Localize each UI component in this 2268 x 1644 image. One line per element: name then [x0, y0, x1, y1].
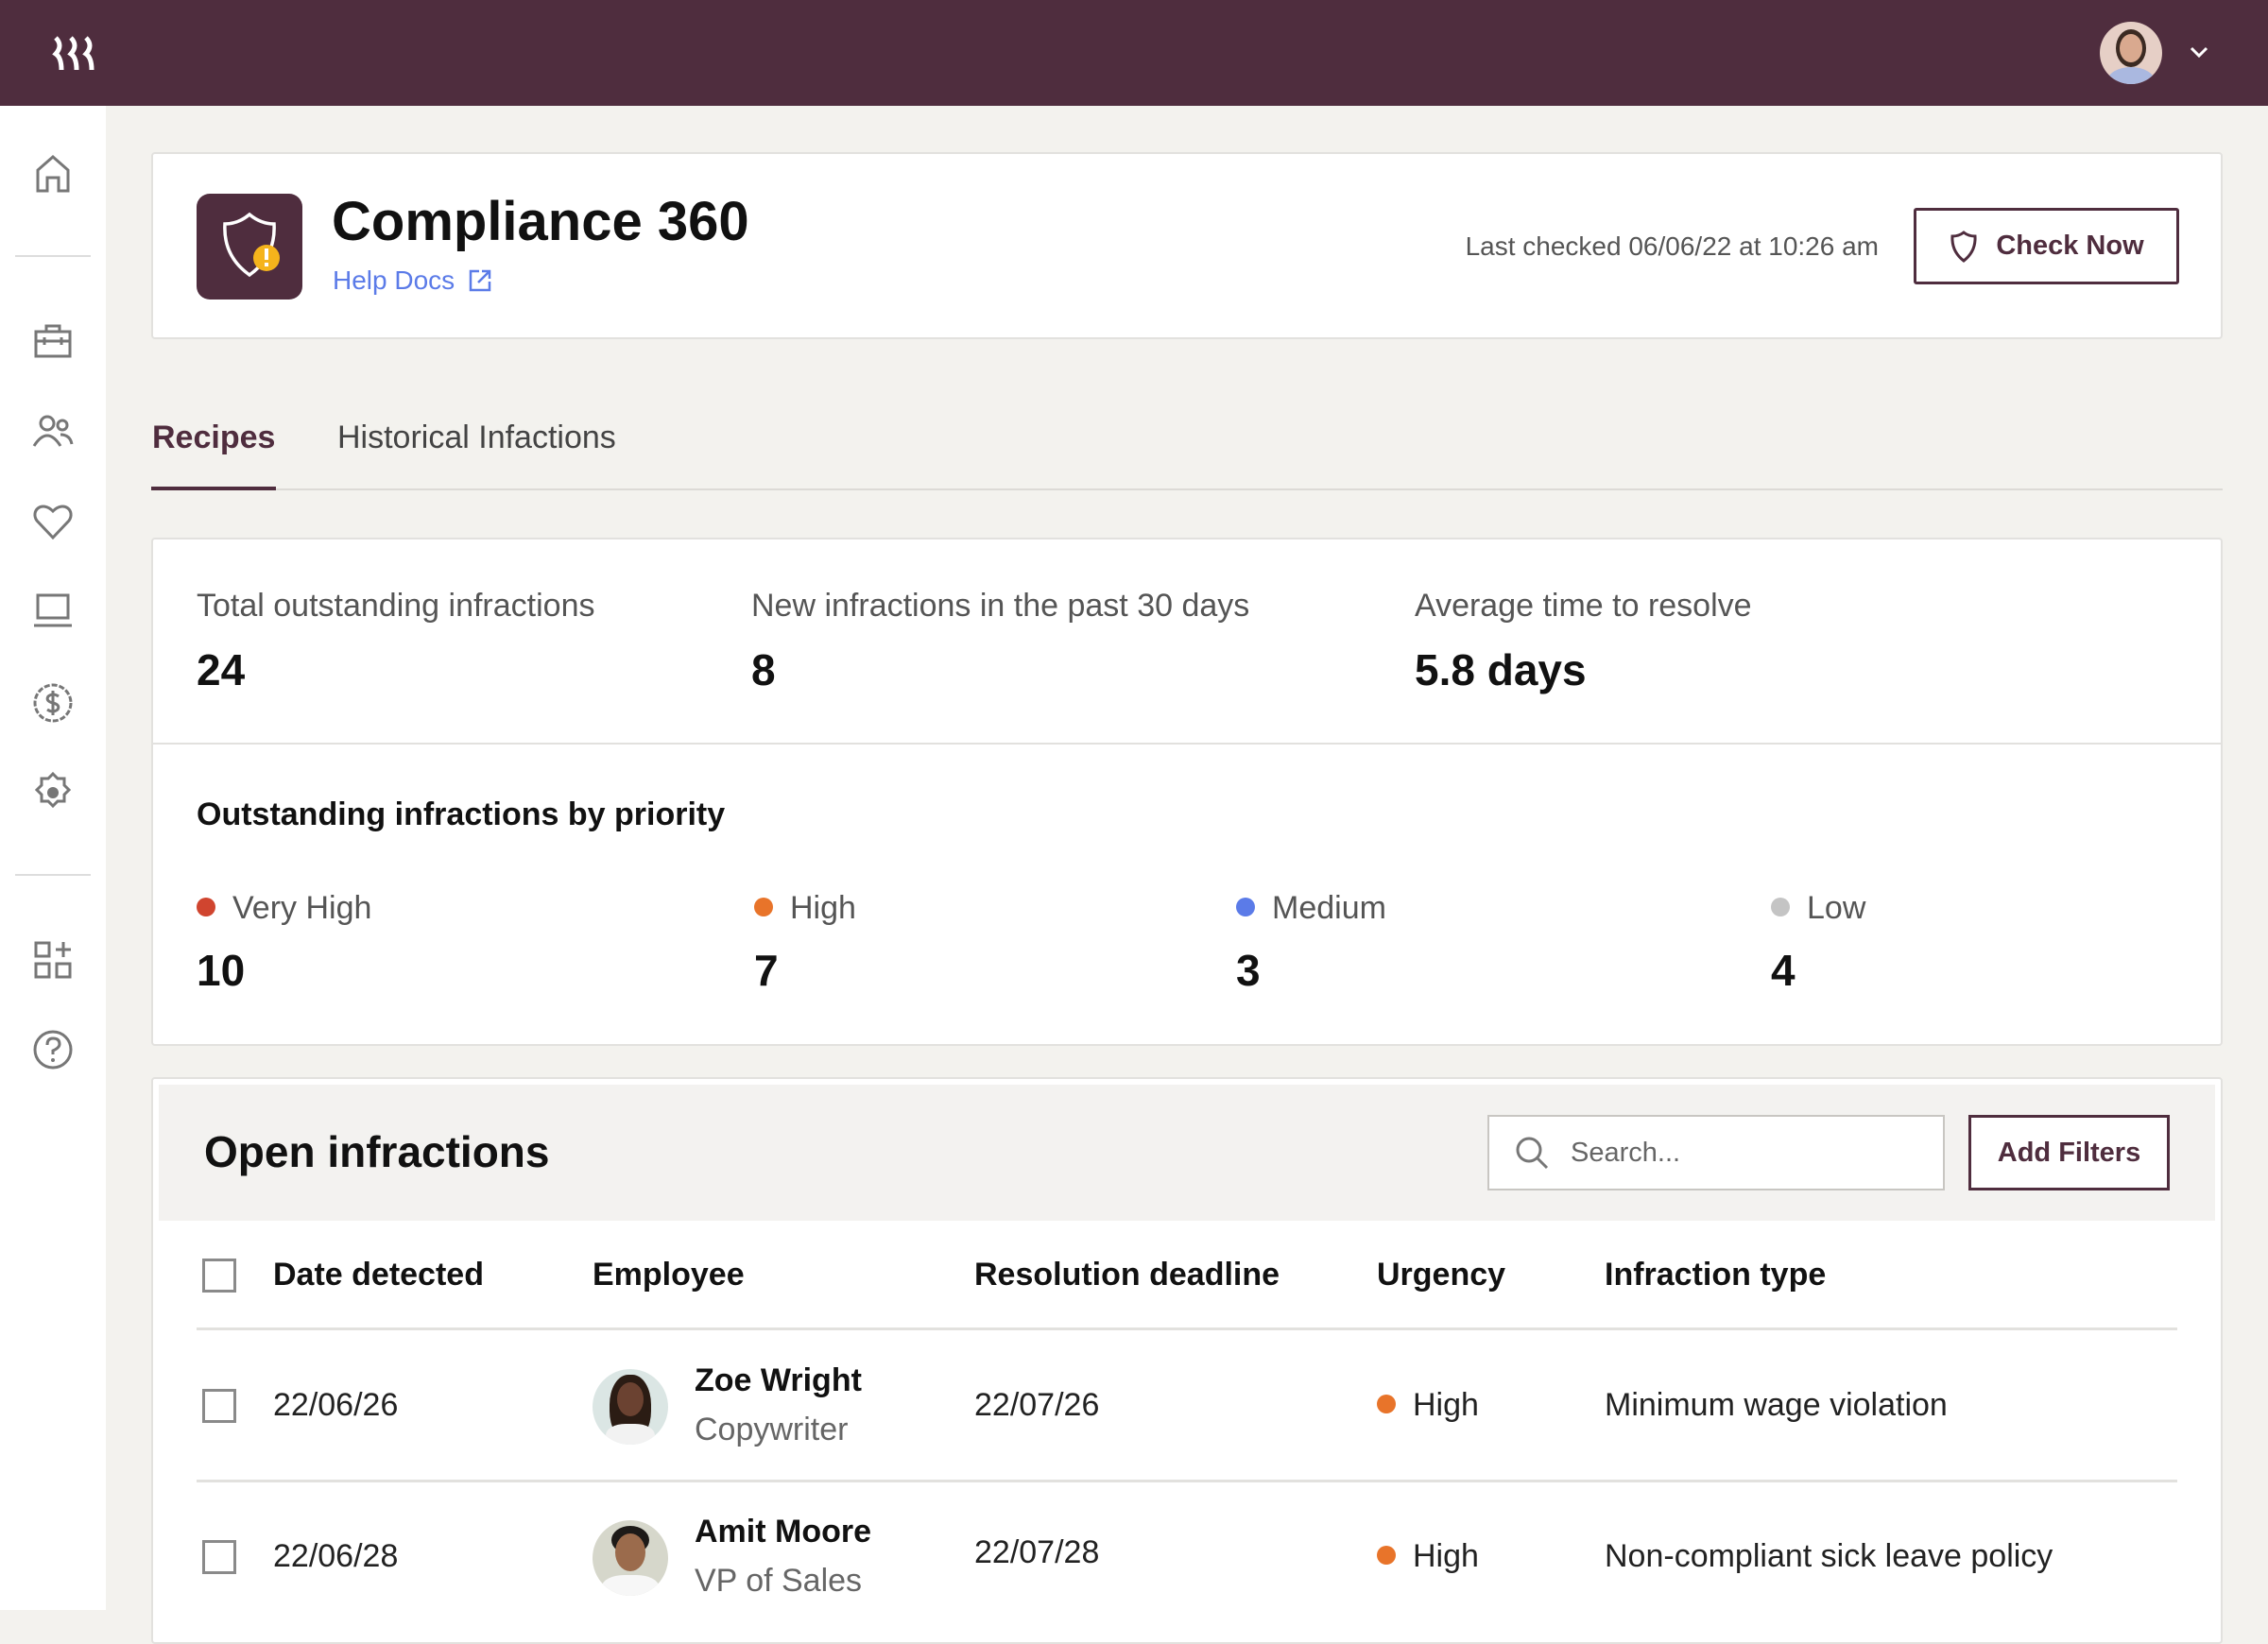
last-checked-text: Last checked 06/06/22 at 10:26 am: [1465, 231, 1879, 261]
priority-label: High: [754, 890, 856, 927]
stat-value: 24: [197, 645, 246, 694]
compliance-app-icon: [197, 194, 302, 300]
date-detected: 22/06/26: [273, 1387, 399, 1423]
tab-recipes[interactable]: Recipes: [152, 420, 276, 455]
help-docs-link[interactable]: Help Docs: [333, 265, 492, 296]
priority-label-text: Very High: [232, 890, 372, 926]
employee-name[interactable]: Zoe Wright: [695, 1362, 862, 1398]
urgency: High: [1377, 1538, 1479, 1575]
priority-dot: [1771, 898, 1790, 917]
heart-icon[interactable]: [30, 498, 76, 543]
employee-avatar: [593, 1520, 668, 1596]
page-title: Compliance 360: [332, 191, 749, 252]
tab-historical-infractions[interactable]: Historical Infactions: [337, 420, 616, 455]
urgency: High: [1377, 1387, 1479, 1424]
select-all-checkbox[interactable]: [202, 1259, 236, 1293]
urgency-dot: [1377, 1546, 1396, 1566]
active-tab-indicator: [151, 487, 276, 490]
table-title: Open infractions: [204, 1127, 550, 1176]
apps-add-icon[interactable]: [30, 937, 76, 983]
dollar-icon[interactable]: [30, 680, 76, 726]
employee-role: Copywriter: [695, 1412, 849, 1447]
row-divider: [197, 1327, 2177, 1330]
app-header-card: Compliance 360 Help Docs Last checked 06…: [151, 152, 2223, 339]
user-avatar[interactable]: [2100, 22, 2162, 84]
priority-dot: [197, 898, 215, 917]
column-header[interactable]: Date detected: [273, 1257, 484, 1293]
row-checkbox[interactable]: [202, 1540, 236, 1574]
urgency-label: High: [1413, 1387, 1479, 1423]
help-icon[interactable]: [30, 1027, 76, 1072]
rippling-logo[interactable]: [52, 36, 101, 72]
urgency-label: High: [1413, 1538, 1479, 1574]
priority-label-text: Medium: [1272, 890, 1386, 926]
shield-icon: [1950, 230, 1977, 263]
infraction-type: Non-compliant sick leave policy: [1605, 1538, 2053, 1574]
tabs-divider: [151, 488, 2223, 490]
check-now-label: Check Now: [1996, 231, 2144, 261]
resolution-deadline: 22/07/28: [974, 1534, 1100, 1570]
employee-role: VP of Sales: [695, 1563, 863, 1599]
stat-value: 5.8 days: [1415, 645, 1587, 694]
column-header[interactable]: Urgency: [1377, 1257, 1506, 1293]
home-icon[interactable]: [30, 151, 76, 197]
priority-dot: [1236, 898, 1255, 917]
stat-value: 8: [751, 645, 776, 694]
briefcase-icon[interactable]: [30, 318, 76, 364]
people-icon[interactable]: [30, 408, 76, 454]
search-placeholder: Search...: [1571, 1137, 1681, 1168]
stat-label: Average time to resolve: [1415, 588, 1752, 624]
row-checkbox[interactable]: [202, 1389, 236, 1423]
external-link-icon: [469, 269, 491, 292]
priority-label: Medium: [1236, 890, 1386, 927]
search-input[interactable]: Search...: [1487, 1115, 1945, 1190]
employee-name[interactable]: Amit Moore: [695, 1514, 871, 1550]
priority-value: 3: [1236, 946, 1261, 995]
column-header[interactable]: Employee: [593, 1257, 745, 1293]
stats-card: [151, 538, 2223, 1046]
urgency-dot: [1377, 1395, 1396, 1414]
sidebar-divider: [15, 874, 91, 876]
infraction-type: Minimum wage violation: [1605, 1387, 1948, 1423]
priority-value: 10: [197, 946, 246, 995]
row-divider: [197, 1480, 2177, 1482]
priority-title: Outstanding infractions by priority: [197, 796, 726, 832]
priority-value: 7: [754, 946, 779, 995]
column-header[interactable]: Infraction type: [1605, 1257, 1827, 1293]
laptop-icon[interactable]: [30, 588, 76, 633]
stat-label: New infractions in the past 30 days: [751, 588, 1250, 624]
check-now-button[interactable]: Check Now: [1914, 208, 2179, 284]
priority-dot: [754, 898, 773, 917]
top-bar: [0, 0, 2268, 106]
sidebar-divider: [15, 255, 91, 257]
priority-label: Very High: [197, 890, 371, 927]
employee-avatar: [593, 1369, 668, 1445]
stat-label: Total outstanding infractions: [197, 588, 595, 624]
resolution-deadline: 22/07/26: [974, 1387, 1100, 1423]
chevron-down-icon[interactable]: [2189, 44, 2209, 60]
priority-label: Low: [1771, 890, 1865, 927]
sidebar: [0, 106, 106, 1610]
column-header[interactable]: Resolution deadline: [974, 1257, 1280, 1293]
date-detected: 22/06/28: [273, 1538, 399, 1574]
help-docs-label: Help Docs: [333, 265, 455, 295]
add-filters-button[interactable]: Add Filters: [1968, 1115, 2170, 1190]
shield-warning-icon: [223, 212, 280, 278]
priority-value: 4: [1771, 946, 1796, 995]
gear-icon[interactable]: [30, 770, 76, 815]
search-icon: [1516, 1137, 1549, 1170]
stats-divider: [153, 743, 2221, 745]
priority-label-text: High: [790, 890, 856, 926]
priority-label-text: Low: [1807, 890, 1866, 926]
